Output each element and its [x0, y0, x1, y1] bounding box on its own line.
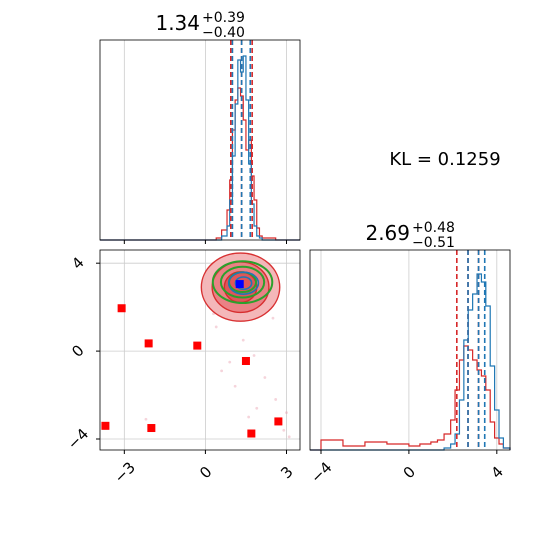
- scatter-sample-2: [228, 360, 232, 364]
- scatter-ytick-label-1: 0: [68, 341, 87, 360]
- scatter-blue-contour-1: [234, 276, 253, 291]
- hist2-blue-series: [310, 273, 511, 451]
- scatter-red-marker-4: [193, 341, 202, 350]
- hist1-blue-series: [100, 55, 300, 241]
- scatter-red-marker-6: [247, 429, 256, 438]
- scatter-sample-3: [263, 376, 267, 379]
- scatter-red-marker-3: [147, 424, 156, 433]
- param1-title-minus: −0.40: [202, 25, 245, 41]
- hist1-frame: [99, 39, 301, 241]
- hist2-xtick-label-0: −4: [307, 458, 335, 486]
- scatter-xtick-label-2: 3: [277, 463, 296, 482]
- hist2-red-series: [310, 345, 511, 451]
- scatter-sample-0: [241, 338, 245, 342]
- scatter-red-marker-5: [241, 356, 250, 365]
- scatter-frame: [99, 249, 301, 451]
- scatter-sample-1: [252, 354, 256, 357]
- scatter-sample-11: [282, 428, 286, 432]
- scatter-green-contour-1: [219, 265, 266, 299]
- histogram-param1: [99, 39, 301, 244]
- scatter-panel: −3 0 3 −4 0 4: [64, 249, 301, 487]
- scatter-sample-6: [285, 411, 288, 415]
- param2-title-plus: +0.48: [412, 220, 455, 236]
- hist2-frame: [309, 249, 511, 451]
- scatter-sample-7: [255, 406, 259, 410]
- scatter-sample-4: [233, 384, 237, 388]
- scatter-ytick-label-2: 4: [68, 253, 87, 272]
- scatter-red-marker-7: [274, 417, 283, 426]
- scatter-blue-contour-0: [227, 271, 260, 295]
- param2-title-value: 2.69: [365, 221, 410, 245]
- param1-title: 1.34: [155, 11, 200, 35]
- hist2-xtick-label-1: 0: [400, 463, 419, 482]
- param1-title-value: 1.34: [155, 11, 200, 35]
- scatter-xtick-label-1: 0: [196, 463, 215, 482]
- histogram-param2: −4 0 4: [307, 249, 511, 487]
- scatter-sample-10: [271, 316, 275, 320]
- kl-annotation: KL = 0.1259: [389, 149, 500, 170]
- scatter-ytick-label-0: −4: [64, 425, 92, 453]
- param2-title-minus: −0.51: [412, 235, 455, 251]
- scatter-red-marker-1: [117, 304, 126, 313]
- scatter-sample-14: [247, 415, 251, 419]
- scatter-sample-5: [274, 398, 278, 401]
- scatter-sample-15: [220, 369, 224, 373]
- scatter-green-contour-0: [211, 260, 274, 305]
- scatter-xtick-label-0: −3: [111, 458, 139, 486]
- scatter-red-marker-2: [144, 339, 153, 348]
- hist2-xtick-label-2: 4: [488, 463, 507, 482]
- scatter-sample-13: [287, 435, 291, 439]
- param1-title-plus: +0.39: [202, 10, 245, 26]
- scatter-truth-marker: [235, 280, 244, 289]
- param2-title: 2.69: [365, 221, 410, 245]
- hist1-red-series: [100, 87, 300, 241]
- scatter-sample-8: [214, 325, 218, 329]
- scatter-sample-12: [144, 417, 148, 421]
- scatter-red-marker-0: [101, 421, 110, 430]
